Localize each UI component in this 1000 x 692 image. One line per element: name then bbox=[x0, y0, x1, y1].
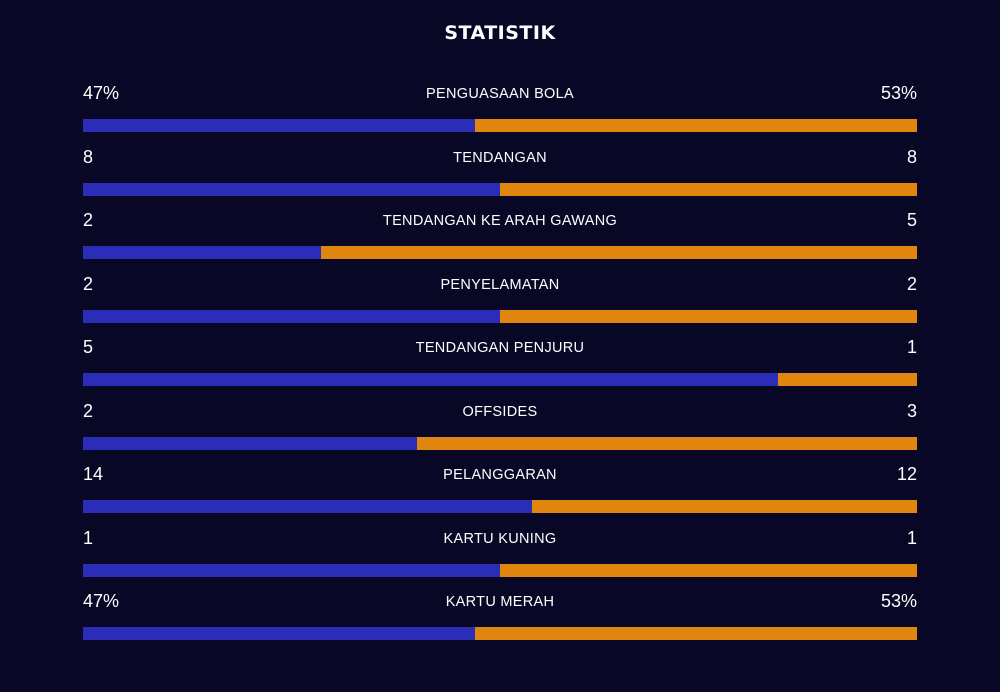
home-bar-segment bbox=[83, 627, 475, 640]
comparison-bar bbox=[83, 119, 917, 132]
home-value: 2 bbox=[83, 210, 94, 230]
home-bar-segment bbox=[83, 500, 533, 513]
home-value: 2 bbox=[83, 400, 94, 421]
away-value: 53% bbox=[880, 83, 917, 103]
stat-row: 1 KARTU KUNING 1 bbox=[83, 526, 917, 590]
stat-label: TENDANGAN PENJURU bbox=[415, 340, 585, 356]
home-value: 5 bbox=[83, 337, 94, 357]
away-bar-segment bbox=[416, 436, 917, 450]
comparison-bar bbox=[83, 309, 917, 323]
comparison-bar bbox=[83, 627, 917, 640]
away-value: 1 bbox=[906, 337, 917, 357]
comparison-bar bbox=[83, 246, 917, 259]
stat-row: 47% PENGUASAAN BOLA 53% bbox=[83, 81, 917, 145]
stat-row: 14 PELANGGARAN 12 bbox=[83, 462, 917, 526]
stat-row: 8 TENDANGAN 8 bbox=[83, 145, 917, 209]
home-value: 14 bbox=[83, 464, 104, 484]
away-value: 8 bbox=[906, 146, 917, 167]
away-bar-segment bbox=[777, 373, 917, 386]
comparison-bar bbox=[83, 182, 917, 196]
stat-label: PELANGGARAN bbox=[443, 467, 557, 483]
away-bar-segment bbox=[321, 246, 917, 259]
home-bar-segment bbox=[83, 119, 475, 132]
comparison-bar bbox=[83, 563, 917, 577]
home-bar-segment bbox=[83, 182, 500, 196]
stat-row: 5 TENDANGAN PENJURU 1 bbox=[83, 335, 917, 399]
stat-row: 47% KARTU MERAH 53% bbox=[83, 589, 917, 653]
away-bar-segment bbox=[500, 182, 917, 196]
away-bar-segment bbox=[474, 627, 917, 640]
stat-label: OFFSIDES bbox=[462, 403, 538, 420]
away-value: 1 bbox=[906, 527, 917, 548]
stat-label: TENDANGAN bbox=[453, 149, 547, 166]
away-value: 2 bbox=[906, 273, 917, 294]
stat-row: 2 PENYELAMATAN 2 bbox=[83, 272, 917, 336]
stat-label: KARTU MERAH bbox=[445, 594, 555, 610]
stat-row: 2 OFFSIDES 3 bbox=[83, 399, 917, 463]
home-value: 1 bbox=[83, 527, 94, 548]
away-bar-segment bbox=[532, 500, 917, 513]
home-bar-segment bbox=[83, 309, 500, 323]
away-value: 53% bbox=[880, 591, 917, 611]
away-bar-segment bbox=[500, 309, 917, 323]
home-bar-segment bbox=[83, 373, 778, 386]
stat-row: 2 TENDANGAN KE ARAH GAWANG 5 bbox=[83, 208, 917, 272]
home-bar-segment bbox=[83, 246, 322, 259]
comparison-bar bbox=[83, 373, 917, 386]
home-value: 2 bbox=[83, 273, 94, 294]
comparison-bar bbox=[83, 436, 917, 450]
stat-label: TENDANGAN KE ARAH GAWANG bbox=[382, 213, 618, 229]
away-value: 12 bbox=[896, 464, 917, 484]
home-value: 47% bbox=[83, 591, 120, 611]
home-value: 47% bbox=[83, 83, 120, 103]
home-value: 8 bbox=[83, 146, 94, 167]
stats-list: 47% PENGUASAAN BOLA 53% 8 TENDANGAN 8 2 TENDANG… bbox=[83, 81, 917, 653]
stat-label: KARTU KUNING bbox=[443, 530, 557, 547]
away-bar-segment bbox=[500, 563, 917, 577]
away-value: 5 bbox=[906, 210, 917, 230]
stat-label: PENYELAMATAN bbox=[440, 276, 560, 293]
home-bar-segment bbox=[83, 436, 417, 450]
comparison-bar bbox=[83, 500, 917, 513]
away-value: 3 bbox=[906, 400, 917, 421]
stats-title: STATISTIK bbox=[444, 22, 556, 44]
home-bar-segment bbox=[83, 563, 500, 577]
away-bar-segment bbox=[474, 119, 917, 132]
stat-label: PENGUASAAN BOLA bbox=[426, 86, 574, 102]
